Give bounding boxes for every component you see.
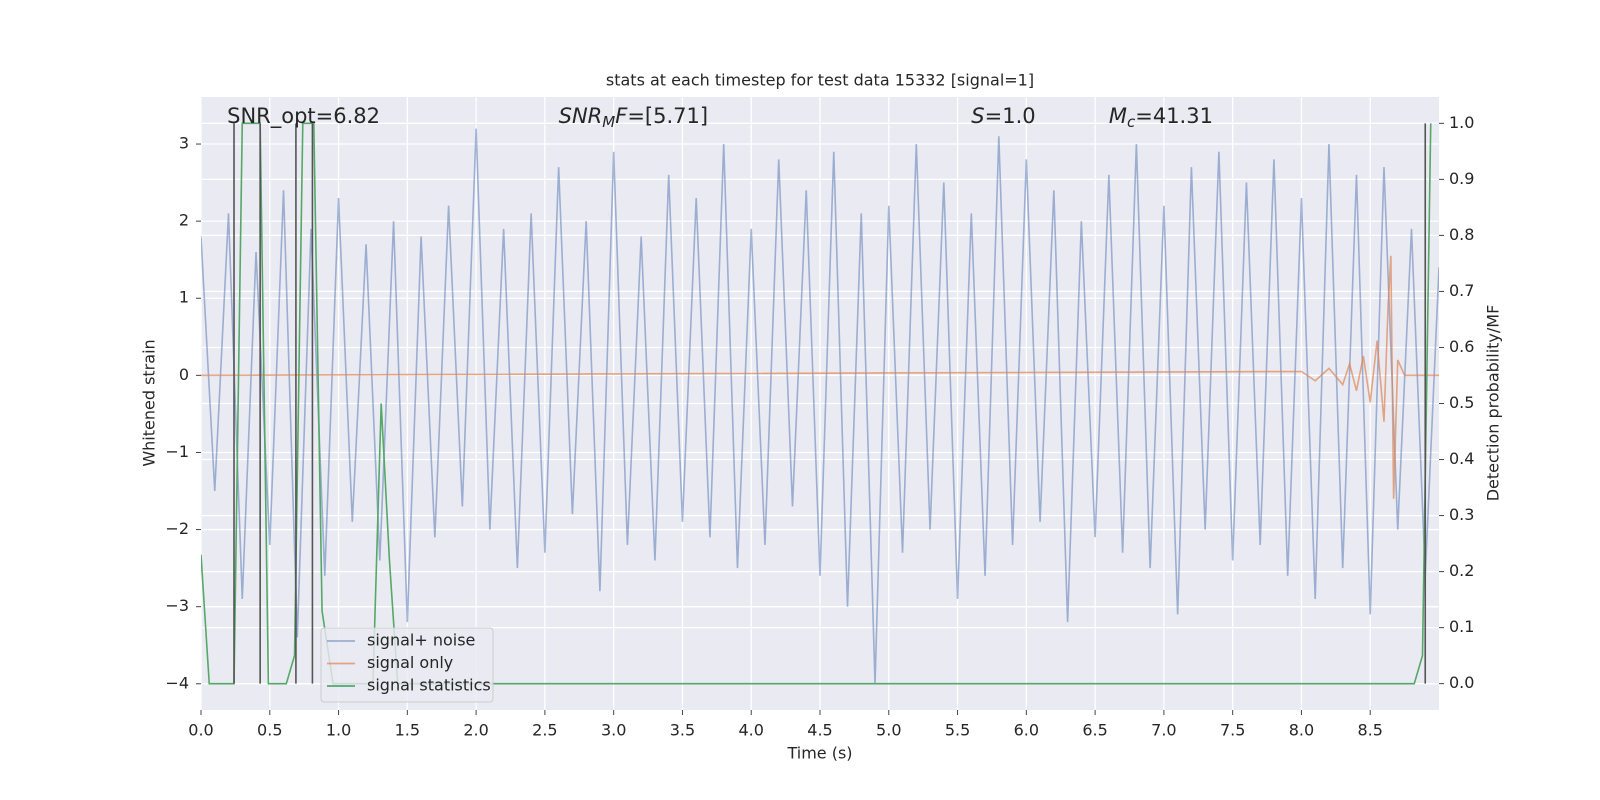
x-tick-label: 3.5 <box>670 721 695 740</box>
y2-tick-label: 0.5 <box>1449 393 1474 412</box>
legend-label: signal+ noise <box>367 631 475 650</box>
x-tick-label: 0.5 <box>257 721 282 740</box>
annotation-part: SNR <box>559 104 603 128</box>
x-tick-label: 4.0 <box>738 721 763 740</box>
x-tick-label: 1.0 <box>326 721 351 740</box>
annotation-part: c <box>1127 113 1136 131</box>
y2-tick-label: 0.1 <box>1449 617 1474 636</box>
y2-tick-label: 0.2 <box>1449 561 1474 580</box>
series-line <box>201 255 1439 499</box>
x-tick-label: 6.5 <box>1082 721 1107 740</box>
x-tick-label: 7.5 <box>1220 721 1245 740</box>
chart-title: stats at each timestep for test data 153… <box>606 71 1034 90</box>
y-tick-label: 0 <box>179 365 189 384</box>
annotation: SNR_opt=6.82 <box>227 104 380 129</box>
x-tick-label: 5.0 <box>876 721 901 740</box>
y2-tick-label: 0.7 <box>1449 281 1474 300</box>
annotation-part: F <box>615 104 628 128</box>
annotation-part: S <box>971 104 984 128</box>
x-tick-label: 8.5 <box>1357 721 1382 740</box>
x-tick-label: 4.5 <box>807 721 832 740</box>
y-tick-label: −2 <box>165 519 189 538</box>
annotation-part: =41.31 <box>1135 104 1213 128</box>
y2-tick-label: 0.9 <box>1449 169 1474 188</box>
x-tick-label: 2.5 <box>532 721 557 740</box>
x-axis-label: Time (s) <box>786 744 852 763</box>
y-tick-label: 1 <box>179 288 189 307</box>
y-tick-label: −4 <box>165 673 189 692</box>
y-tick-label: −1 <box>165 442 189 461</box>
annotation: S=1.0 <box>971 104 1035 128</box>
legend-label: signal statistics <box>367 676 491 695</box>
y-axis-label: Whitened strain <box>140 339 159 466</box>
y2-axis-label: Detection probability/MF <box>1484 305 1503 502</box>
x-tick-label: 2.0 <box>463 721 488 740</box>
y2-tick-label: 0.6 <box>1449 337 1474 356</box>
y2-tick-label: 0.0 <box>1449 673 1474 692</box>
annotation: Mc=41.31 <box>1109 104 1213 131</box>
x-tick-label: 5.5 <box>945 721 970 740</box>
annotation-part: =[5.71] <box>627 104 708 128</box>
y2-tick-label: 0.3 <box>1449 505 1474 524</box>
y-tick-label: −3 <box>165 596 189 615</box>
annotation: SNRMF=[5.71] <box>559 104 708 131</box>
annotation-part: M <box>602 113 615 131</box>
y2-tick-label: 0.4 <box>1449 449 1474 468</box>
x-tick-label: 6.0 <box>1014 721 1039 740</box>
annotation-part: SNR_opt=6.82 <box>227 104 380 129</box>
legend-label: signal only <box>367 653 453 672</box>
y2-tick-label: 0.8 <box>1449 225 1474 244</box>
annotation-part: =1.0 <box>985 104 1036 128</box>
series-line <box>201 128 1439 684</box>
y-tick-label: 3 <box>179 134 189 153</box>
annotation-part: M <box>1109 104 1127 128</box>
legend-box <box>320 627 494 703</box>
x-tick-label: 0.0 <box>188 721 213 740</box>
x-tick-label: 7.0 <box>1151 721 1176 740</box>
x-tick-label: 1.5 <box>395 721 420 740</box>
x-tick-label: 3.0 <box>601 721 626 740</box>
y-tick-label: 2 <box>179 211 189 230</box>
y2-tick-label: 1.0 <box>1449 113 1474 132</box>
x-tick-label: 8.0 <box>1289 721 1314 740</box>
